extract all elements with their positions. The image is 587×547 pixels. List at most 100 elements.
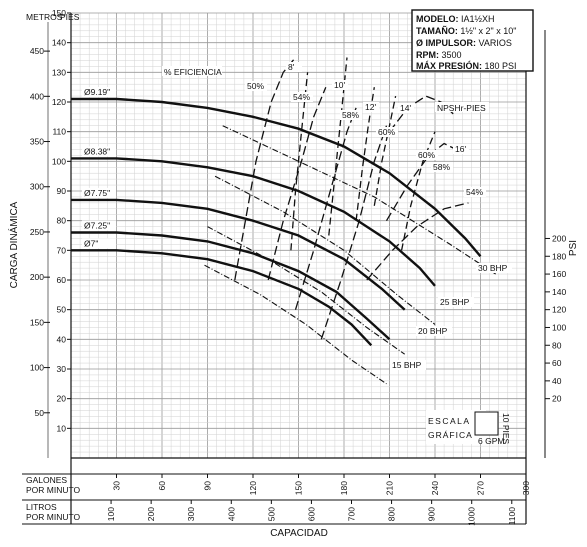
gpm-label-line1: GALONES xyxy=(26,475,67,485)
svg-text:RPM: 3500: RPM: 3500 xyxy=(416,50,462,60)
plot-frame xyxy=(22,13,546,525)
psi-tick-label: 180 xyxy=(552,251,566,261)
head-curve xyxy=(71,231,391,341)
efficiency-line xyxy=(366,202,469,281)
label-bg xyxy=(431,162,453,172)
psi-tick-label: 60 xyxy=(552,358,562,368)
metros-tick-label: 100 xyxy=(30,363,44,373)
series-label: Ø8.38" xyxy=(84,146,110,156)
svg-text:MODELO: IA1½XH: MODELO: IA1½XH xyxy=(416,14,495,24)
series-label: Ø7.75" xyxy=(84,188,110,198)
right-axis-ticks: 20 40 60 80 100 120 140 160 180 200 xyxy=(545,233,566,404)
gpm-tick-label: 300 xyxy=(521,481,531,495)
pies-tick-label: 20 xyxy=(57,394,67,404)
right-axis-title: PSI xyxy=(568,240,579,256)
pies-tick-label: 100 xyxy=(52,156,66,166)
gpm-tick-label: 30 xyxy=(112,481,122,491)
svg-text:MÁX PRESIÓN: 180 PSI: MÁX PRESIÓN: 180 PSI xyxy=(416,60,517,71)
psi-tick-label: 120 xyxy=(552,305,566,315)
grid-lines xyxy=(70,12,527,459)
pies-tick-label: 50 xyxy=(57,305,67,315)
head-curves xyxy=(71,97,482,347)
label-bg xyxy=(82,220,116,231)
efficiency-label: 58% xyxy=(433,162,450,172)
bhp-label: 25 BHP xyxy=(440,297,470,307)
bhp-label: 30 BHP xyxy=(478,263,508,273)
label-bg xyxy=(438,297,474,307)
bhp-line xyxy=(207,226,406,355)
x-axis-title: CAPACIDAD xyxy=(270,528,328,539)
bhp-lines xyxy=(204,125,497,385)
gpm-tick-label: 60 xyxy=(157,481,167,491)
metros-tick-label: 350 xyxy=(30,137,44,147)
psi-tick-label: 140 xyxy=(552,287,566,297)
label-bg xyxy=(332,80,348,90)
psi-tick-label: 20 xyxy=(552,394,562,404)
npshr-label: 10' xyxy=(334,80,345,90)
efficiency-label: 54% xyxy=(466,187,483,197)
label-bg xyxy=(82,146,116,157)
efficiency-label: 54% xyxy=(293,92,310,102)
label-bg xyxy=(390,360,426,370)
pies-tick-label: 10 xyxy=(57,423,67,433)
svg-text:TAMAÑO: 1½" x 2" x 10": TAMAÑO: 1½" x 2" x 10" xyxy=(416,26,516,36)
x-axis-ticks: 30 60 90 120 150 180 210 240 270 300 100 200 300 400 5… xyxy=(106,474,531,526)
chart-labels: Ø9.19" Ø8.38" Ø7.75" Ø7.25" Ø7" 50% 54% 58% 60% 6… xyxy=(82,62,512,370)
lpm-tick-label: 900 xyxy=(427,507,437,521)
svg-text:Ø IMPULSOR: VARIOS: Ø IMPULSOR: VARIOS xyxy=(416,38,512,48)
left-axis-title: CARGA DINÁMICA xyxy=(7,201,20,288)
label-bg xyxy=(453,144,469,154)
label-bg xyxy=(286,62,302,72)
bhp-label: 15 BHP xyxy=(392,360,422,370)
lpm-tick-label: 200 xyxy=(146,507,156,521)
watermark-text: cimarron xyxy=(282,277,318,287)
npshr-title: NPSHr-PIES xyxy=(437,103,486,113)
label-bg xyxy=(435,102,489,112)
pies-tick-label: 140 xyxy=(52,38,66,48)
pies-tick-label: 70 xyxy=(57,245,67,255)
lpm-tick-label: 700 xyxy=(346,507,356,521)
efficiency-line xyxy=(385,142,457,222)
gpm-tick-label: 90 xyxy=(203,481,213,491)
head-curve xyxy=(71,97,482,258)
lpm-tick-label: 400 xyxy=(226,507,236,521)
gpm-tick-label: 150 xyxy=(294,481,304,495)
psi-tick-label: 160 xyxy=(552,269,566,279)
pies-tick-label: 150 xyxy=(52,8,66,18)
label-bg xyxy=(82,238,116,249)
pies-tick-label: 130 xyxy=(52,67,66,77)
npshr-line xyxy=(373,95,397,206)
metros-tick-label: 250 xyxy=(30,227,44,237)
scale-box: ESCALA GRÁFICA 6 GPM 10 PIES xyxy=(426,410,511,446)
efficiency-lines xyxy=(234,57,469,340)
pies-tick-label: 40 xyxy=(57,334,67,344)
label-bg xyxy=(291,92,313,102)
label-bg xyxy=(476,263,512,273)
psi-tick-label: 200 xyxy=(552,233,566,243)
svg-text:6 GPM: 6 GPM xyxy=(478,436,504,446)
bhp-label: 20 BHP xyxy=(418,326,448,336)
series-label: Ø7" xyxy=(84,238,98,248)
lpm-tick-label: 500 xyxy=(266,507,276,521)
label-bg xyxy=(416,326,452,336)
label-bg xyxy=(416,150,438,160)
efficiency-label: 58% xyxy=(342,110,359,120)
bhp-line xyxy=(214,175,436,325)
label-bg xyxy=(340,110,362,120)
pies-tick-label: 80 xyxy=(57,216,67,226)
gpm-tick-label: 210 xyxy=(385,481,395,495)
label-bg xyxy=(464,187,486,197)
gpm-tick-label: 180 xyxy=(339,481,349,495)
pies-tick-label: 60 xyxy=(57,275,67,285)
svg-text:ESCALA: ESCALA xyxy=(428,416,471,426)
efficiency-line xyxy=(267,86,327,281)
bhp-line xyxy=(222,125,497,275)
head-curve xyxy=(71,157,436,287)
efficiency-line xyxy=(294,107,357,310)
metros-tick-label: 150 xyxy=(30,317,44,327)
gpm-tick-label: 120 xyxy=(248,481,258,495)
watermark: cimarron xyxy=(282,277,318,287)
label-bg xyxy=(82,87,116,98)
npshr-line xyxy=(400,131,436,251)
